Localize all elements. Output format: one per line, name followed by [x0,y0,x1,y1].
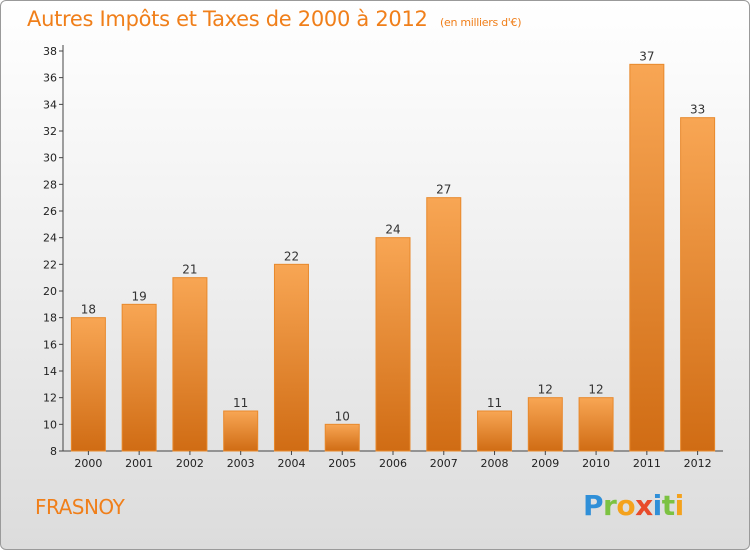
bar-value-label: 19 [132,289,147,303]
logo-letter: t [661,489,675,522]
bar-value-label: 27 [436,183,451,197]
bar [324,423,360,452]
y-tick-label: 36 [43,72,57,85]
bar-value-label: 21 [182,263,197,277]
bar-value-label: 11 [233,396,248,410]
x-tick-label: 2006 [379,457,407,470]
bar-value-label: 10 [335,409,350,423]
logo-letter: P [583,489,604,522]
bar-value-label: 24 [385,223,400,237]
logo-letter: x [635,489,653,522]
x-tick-label: 2004 [277,457,305,470]
x-tick-label: 2002 [176,457,204,470]
y-tick-label: 18 [43,312,57,325]
bar-value-label: 12 [588,383,603,397]
bar [578,397,614,452]
x-tick-label: 2000 [74,457,102,470]
bar [121,303,157,452]
bar [273,263,309,452]
y-tick-label: 16 [43,338,57,351]
bar [223,410,259,452]
commune-name: FRASNOY [35,495,125,519]
y-tick-label: 20 [43,285,57,298]
logo-letter: i [652,489,663,522]
bar-value-label: 37 [639,49,654,63]
bar [426,197,462,452]
bar [172,277,208,452]
bar [70,317,106,452]
bar-value-label: 11 [487,396,502,410]
y-tick-label: 12 [43,392,57,405]
bar [375,237,411,452]
x-tick-label: 2010 [582,457,610,470]
x-tick-label: 2007 [430,457,458,470]
bar [527,397,563,452]
proxiti-logo: Proxiti [583,489,684,522]
x-tick-label: 2001 [125,457,153,470]
y-tick-label: 14 [43,365,57,378]
bar [629,63,665,452]
y-tick-label: 22 [43,258,57,271]
y-tick-label: 32 [43,125,57,138]
chart-title-text: Autres Impôts et Taxes de 2000 à 2012 [27,7,428,31]
bar-value-label: 12 [538,383,553,397]
bar-value-label: 18 [81,303,96,317]
bar-value-label: 33 [690,103,705,117]
y-tick-label: 26 [43,205,57,218]
x-tick-label: 2011 [633,457,661,470]
y-tick-label: 34 [43,98,57,111]
x-tick-label: 2003 [227,457,255,470]
y-tick-label: 10 [43,418,57,431]
logo-letter: r [603,489,617,522]
x-tick-label: 2012 [684,457,712,470]
y-tick-label: 28 [43,178,57,191]
x-tick-label: 2008 [481,457,509,470]
y-tick-label: 38 [43,45,57,58]
bar-value-label: 22 [284,249,299,263]
y-tick-label: 8 [50,445,57,458]
x-tick-label: 2009 [531,457,559,470]
bar [680,117,716,452]
logo-letter: o [616,489,636,522]
y-tick-label: 30 [43,152,57,165]
logo-letter: i [674,489,685,522]
chart-unit: (en milliers d'€) [440,16,522,29]
x-tick-label: 2005 [328,457,356,470]
y-tick-label: 24 [43,232,57,245]
bar [477,410,513,452]
chart-title: Autres Impôts et Taxes de 2000 à 2012 (e… [27,7,521,31]
